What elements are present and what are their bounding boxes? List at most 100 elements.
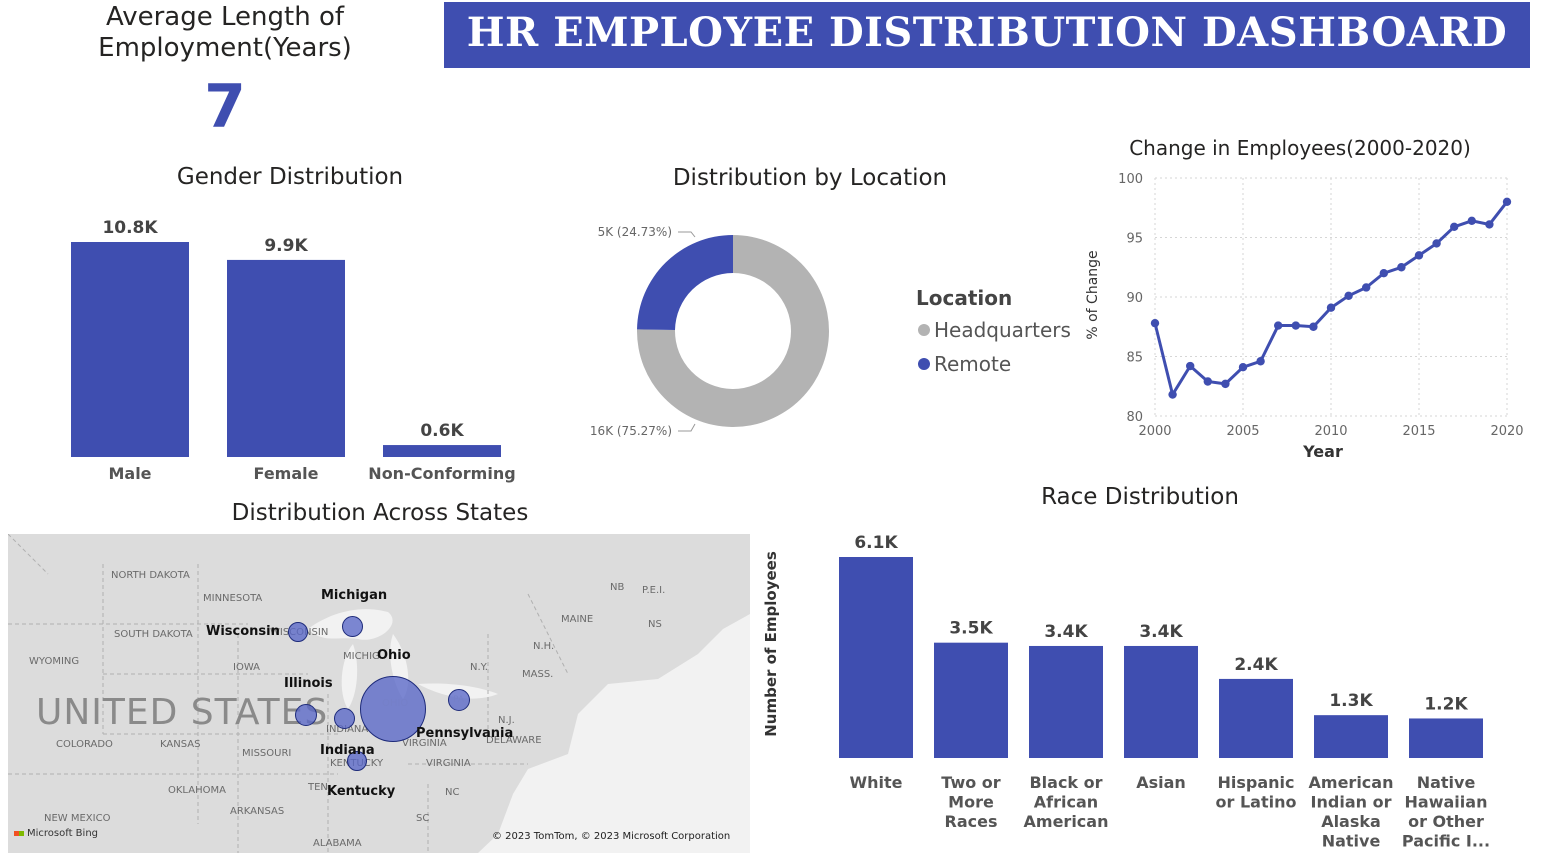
map-label-south-dakota: SOUTH DAKOTA	[114, 629, 193, 640]
kpi-value: 7	[204, 72, 246, 142]
map-label-iowa: IOWA	[233, 662, 261, 673]
race-data-label-6: 1.2K	[1424, 694, 1468, 714]
race-bar-1	[934, 642, 1008, 758]
donut-data-label-remote: 5K (24.73%)	[598, 225, 672, 239]
dashboard-banner: HR EMPLOYEE DISTRIBUTION DASHBOARD	[444, 2, 1530, 68]
race-data-label-3: 3.4K	[1139, 622, 1183, 642]
line-xtick-1: 2005	[1226, 424, 1259, 439]
legend-label-headquarters: Headquarters	[934, 318, 1071, 342]
race-chart-title: Race Distribution	[1041, 484, 1239, 510]
map-label-oklahoma: OKLAHOMA	[168, 785, 226, 796]
race-bar-5	[1314, 715, 1388, 758]
line-point-17	[1450, 222, 1459, 231]
race-category-label-5-3: Native	[1322, 832, 1381, 851]
gender-category-label-1: Female	[254, 464, 319, 483]
states-map[interactable]: NORTH DAKOTA MINNESOTA SOUTH DAKOTA WYOM…	[8, 534, 750, 853]
line-point-10	[1326, 303, 1336, 312]
race-bar-2	[1029, 645, 1103, 758]
line-xtick-4: 2020	[1490, 424, 1523, 439]
line-point-4	[1221, 379, 1230, 389]
map-label-maine: MAINE	[561, 614, 594, 625]
race-category-label-5-0: American	[1309, 773, 1394, 792]
line-point-8	[1291, 321, 1300, 330]
gender-chart: 10.8K Male 9.9K Female 0.6K Non-Conforming	[71, 218, 516, 483]
race-category-label-5-2: Alaska	[1321, 812, 1381, 831]
map-attribution: © 2023 TomTom, © 2023 Microsoft Corporat…	[492, 831, 731, 842]
map-bubble-pennsylvania[interactable]	[448, 689, 470, 711]
race-category-label-1-1: More	[948, 793, 994, 812]
race-data-label-4: 2.4K	[1234, 655, 1278, 675]
kpi-title-line1: Average Length of	[105, 2, 345, 32]
legend-item-remote[interactable]: Remote	[918, 352, 1011, 376]
line-point-18	[1467, 216, 1476, 226]
line-xtick-3: 2015	[1402, 424, 1435, 439]
map-label-nc: NC	[445, 787, 460, 798]
legend-dot-remote	[918, 358, 930, 370]
map-label-arkansas: ARKANSAS	[230, 806, 285, 817]
line-xtick-2: 2010	[1314, 424, 1347, 439]
map-bubble-kentucky[interactable]	[347, 751, 367, 771]
race-category-label-6-2: or Other	[1408, 812, 1484, 831]
gender-bar-0	[71, 242, 189, 457]
gender-bar-2	[383, 445, 501, 457]
line-point-1	[1168, 390, 1177, 399]
donut-leader-headquarters	[678, 423, 696, 432]
change-chart-title: Change in Employees(2000-2020)	[1129, 136, 1471, 160]
location-chart-title: Distribution by Location	[672, 165, 948, 191]
map-label-mass: MASS.	[522, 669, 554, 680]
race-category-label-1-2: Races	[945, 812, 998, 831]
race-data-label-1: 3.5K	[949, 619, 993, 639]
donut-leader-remote	[678, 231, 696, 238]
line-point-5	[1238, 363, 1248, 372]
line-ytick-0: 80	[1126, 410, 1143, 425]
map-label-ny: N.Y.	[470, 662, 488, 673]
line-ytick-4: 100	[1118, 172, 1143, 187]
location-legend-title: Location	[916, 286, 1013, 310]
gender-category-label-0: Male	[108, 464, 151, 483]
map-bubble-michigan[interactable]	[342, 616, 363, 637]
map-label-missouri: MISSOURI	[242, 748, 292, 759]
line-point-7	[1274, 321, 1283, 330]
map-country-label: UNITED STATES	[36, 692, 329, 733]
map-bubble-indiana[interactable]	[334, 708, 355, 729]
map-label-delaware: DELAWARE	[486, 735, 542, 746]
state-label-michigan: Michigan	[321, 588, 388, 603]
map-bubble-wisconsin[interactable]	[288, 622, 308, 642]
state-label-illinois: Illinois	[284, 676, 333, 691]
race-category-label-6-1: Hawaiian	[1405, 793, 1488, 812]
race-category-label-1-0: Two or	[941, 773, 1000, 792]
donut-slice-1	[637, 235, 733, 331]
line-point-3	[1203, 377, 1212, 386]
race-category-label-6-3: Pacific I...	[1402, 832, 1490, 851]
map-label-wyoming: WYOMING	[29, 656, 80, 667]
line-point-14	[1397, 263, 1406, 272]
map-label-alabama: ALABAMA	[313, 838, 362, 849]
line-ytick-1: 85	[1126, 351, 1143, 366]
gender-data-label-2: 0.6K	[420, 421, 464, 441]
map-bing-logo: Microsoft Bing	[14, 828, 98, 839]
race-data-label-0: 6.1K	[854, 533, 898, 553]
state-label-indiana: Indiana	[320, 743, 375, 758]
line-point-11	[1344, 291, 1353, 301]
state-label-ohio: Ohio	[377, 648, 411, 663]
map-bubble-ohio[interactable]	[360, 676, 426, 742]
map-label-michigan-small: MICHIG	[343, 651, 380, 662]
gender-data-label-0: 10.8K	[102, 218, 158, 238]
dashboard-title: HR EMPLOYEE DISTRIBUTION DASHBOARD	[466, 9, 1508, 56]
map-label-sc: SC	[416, 813, 430, 824]
legend-item-headquarters[interactable]: Headquarters	[918, 318, 1071, 342]
change-line-chart: 80 85 90 95 100 2000 2005 2010 2015 2020 Year % of …	[1085, 172, 1524, 461]
race-category-label-2-0: Black or	[1029, 773, 1102, 792]
line-point-13	[1379, 269, 1388, 278]
race-category-label-6-0: Native	[1417, 773, 1476, 792]
map-bubble-illinois[interactable]	[295, 704, 317, 726]
line-point-9	[1309, 322, 1318, 331]
race-data-label-2: 3.4K	[1044, 622, 1088, 642]
states-map-title: Distribution Across States	[231, 500, 529, 526]
line-point-0	[1150, 318, 1160, 328]
race-bar-4	[1219, 678, 1293, 758]
map-label-ohio-small: OHIO	[382, 698, 409, 709]
line-ytick-3: 95	[1126, 232, 1143, 247]
map-bing-text: Microsoft Bing	[27, 828, 99, 839]
map-label-virginia: VIRGINIA	[426, 758, 471, 769]
